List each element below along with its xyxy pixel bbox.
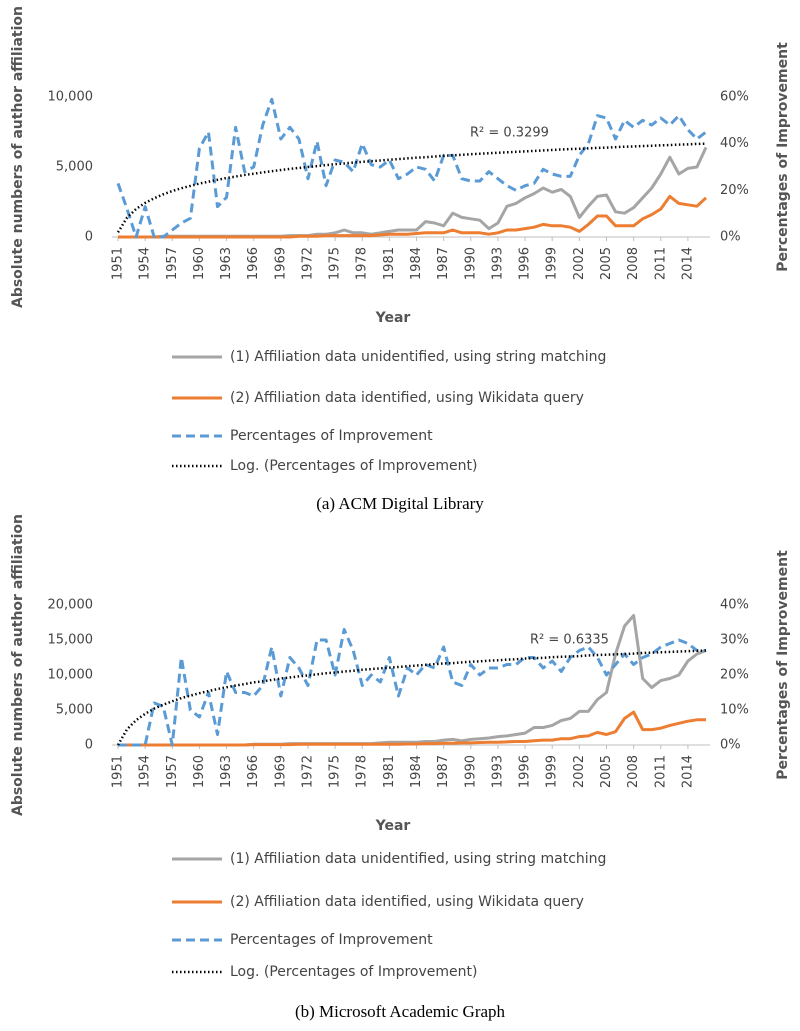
x-tick-label: 1987 <box>436 247 451 280</box>
legend-label: (1) Affiliation data unidentified, using… <box>230 851 606 867</box>
x-tick-label: 2008 <box>626 247 641 280</box>
x-tick-label: 1966 <box>246 247 261 280</box>
y2-tick-label: 40% <box>720 598 749 613</box>
caption: (a) ACM Digital Library <box>316 494 484 513</box>
x-tick-label: 1984 <box>409 247 424 280</box>
x-tick-label: 2011 <box>653 247 668 280</box>
x-tick-label: 2005 <box>599 247 614 280</box>
y2-axis-title: Percentages of Improvement <box>775 550 791 780</box>
x-tick-label: 1951 <box>111 755 126 788</box>
x-tick-label: 1993 <box>490 247 505 280</box>
legend-label: Percentages of Improvement <box>230 428 433 444</box>
chart: 0 5,000 10,000 15,000 20,000 0% 10% 20% 30% 40% 19… <box>10 514 791 1021</box>
y-axis-title: Absolute numbers of author affiliation <box>10 514 26 816</box>
y2-tick-label: 0% <box>720 738 741 753</box>
legend-label: (2) Affiliation data identified, using W… <box>230 894 584 910</box>
x-tick-label: 1960 <box>192 247 207 280</box>
legend-label: Percentages of Improvement <box>230 932 433 948</box>
series-line <box>118 710 706 747</box>
series-line <box>116 649 707 746</box>
x-tick-label: 1990 <box>463 247 478 280</box>
y2-tick-label: 30% <box>720 633 749 648</box>
x-axis-title: Year <box>375 310 411 326</box>
y-tick-label: 10,000 <box>48 90 94 105</box>
x-tick-label: 2005 <box>599 755 614 788</box>
x-tick-label: 1966 <box>246 755 261 788</box>
series-line <box>118 628 706 747</box>
y-tick-label: 10,000 <box>48 668 94 683</box>
x-tick-label: 2014 <box>680 755 695 788</box>
x-axis-title: Year <box>375 818 411 834</box>
legend-label: (2) Affiliation data identified, using W… <box>230 390 584 406</box>
y-tick-label: 20,000 <box>48 598 94 613</box>
y-tick-label: 0 <box>85 738 93 753</box>
x-tick-label: 1999 <box>545 755 560 788</box>
x-tick-label: 1987 <box>436 755 451 788</box>
y-axis-title: Absolute numbers of author affiliation <box>10 6 26 308</box>
chart: 0 5,000 10,000 0% 20% 40% 60% 1951 1954 1957 1960 1… <box>10 6 791 513</box>
y-tick-label: 15,000 <box>48 633 94 648</box>
legend-label: Log. (Percentages of Improvement) <box>230 458 477 474</box>
x-tick-label: 1969 <box>273 755 288 788</box>
caption: (b) Microsoft Academic Graph <box>295 1002 506 1021</box>
x-tick-label: 1975 <box>328 247 343 280</box>
x-tick-label: 1954 <box>138 247 153 280</box>
x-tick-label: 1960 <box>192 755 207 788</box>
x-tick-label: 1954 <box>138 755 153 788</box>
y-tick-label: 5,000 <box>56 703 93 718</box>
x-tick-label: 1981 <box>382 247 397 280</box>
y2-tick-label: 10% <box>720 703 749 718</box>
x-tick-label: 1978 <box>355 247 370 280</box>
x-tick-label: 1981 <box>382 755 397 788</box>
y2-axis-title: Percentages of Improvement <box>775 42 791 272</box>
x-tick-label: 1996 <box>518 247 533 280</box>
x-tick-label: 1996 <box>518 755 533 788</box>
y2-tick-label: 20% <box>720 668 749 683</box>
x-tick-label: 1951 <box>111 247 126 280</box>
series-line <box>118 614 707 747</box>
x-tick-label: 1999 <box>545 247 560 280</box>
y2-tick-label: 60% <box>720 90 749 105</box>
annotation: R² = 0.3299 <box>470 126 549 141</box>
y2-tick-label: 40% <box>720 136 749 151</box>
legend-label: Log. (Percentages of Improvement) <box>230 964 477 980</box>
x-tick-label: 1975 <box>328 755 343 788</box>
x-tick-label: 2002 <box>572 247 587 280</box>
series-line <box>116 142 707 233</box>
series-line <box>118 194 708 239</box>
annotation: R² = 0.6335 <box>530 633 609 648</box>
y2-tick-label: 0% <box>720 230 741 245</box>
legend-label: (1) Affiliation data unidentified, using… <box>230 349 606 365</box>
x-tick-label: 2002 <box>572 755 587 788</box>
x-tick-label: 1972 <box>300 755 315 788</box>
x-tick-label: 1984 <box>409 755 424 788</box>
x-tick-label: 1963 <box>219 247 234 280</box>
y-tick-label: 0 <box>85 230 93 245</box>
x-tick-label: 1963 <box>219 755 234 788</box>
x-tick-label: 2008 <box>626 755 641 788</box>
y-tick-label: 5,000 <box>56 160 93 175</box>
x-tick-label: 1957 <box>165 755 180 788</box>
x-tick-label: 1957 <box>165 247 180 280</box>
series-line <box>116 97 707 239</box>
y2-tick-label: 20% <box>720 183 749 198</box>
x-tick-label: 1993 <box>490 755 505 788</box>
series-line <box>118 146 708 239</box>
x-tick-label: 1969 <box>273 247 288 280</box>
x-tick-label: 1990 <box>463 755 478 788</box>
x-tick-label: 2011 <box>653 755 668 788</box>
x-tick-label: 1972 <box>300 247 315 280</box>
x-tick-label: 1978 <box>355 755 370 788</box>
x-tick-label: 2014 <box>680 247 695 280</box>
